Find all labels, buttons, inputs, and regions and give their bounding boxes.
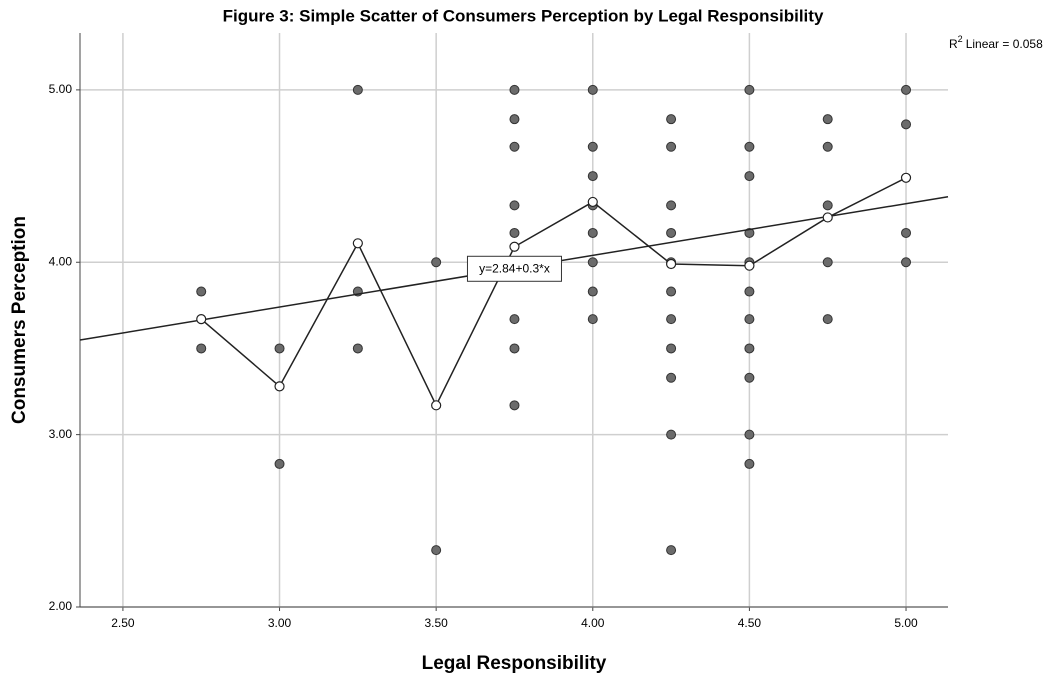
- point: [822, 141, 833, 152]
- point: [352, 343, 363, 354]
- y-axis-title: Consumers Perception: [9, 216, 30, 424]
- point: [666, 343, 677, 354]
- y-tick-label: 3.00: [49, 427, 73, 441]
- point: [744, 372, 755, 383]
- mean-point: [900, 172, 912, 183]
- point: [509, 141, 520, 152]
- fit-label-box: [466, 255, 562, 282]
- point: [666, 114, 677, 125]
- point: [666, 314, 677, 325]
- point: [744, 286, 755, 297]
- mean-point: [196, 314, 207, 325]
- x-tick-label: 4.00: [581, 616, 605, 630]
- point: [509, 84, 520, 95]
- mean-point: [431, 400, 442, 411]
- point: [822, 257, 833, 268]
- point: [587, 314, 598, 325]
- point: [901, 84, 912, 95]
- point: [666, 141, 677, 152]
- x-tick-label: 5.00: [894, 616, 918, 630]
- x-tick-label: 3.50: [424, 616, 448, 630]
- fit-label: y=2.84+0.3*x: [479, 261, 550, 275]
- r-text: Linear = 0.058: [966, 37, 1043, 51]
- point: [744, 429, 755, 440]
- point: [274, 343, 285, 354]
- point: [666, 545, 677, 556]
- mean-point: [587, 196, 598, 208]
- point: [822, 314, 833, 325]
- point: [666, 429, 677, 440]
- r-sup: 2: [958, 34, 963, 44]
- point: [744, 171, 755, 182]
- point: [744, 84, 755, 95]
- point: [822, 200, 833, 211]
- point: [587, 84, 598, 95]
- point: [509, 200, 520, 211]
- point: [196, 343, 207, 354]
- point: [901, 257, 912, 268]
- point: [666, 200, 677, 211]
- point: [744, 314, 755, 325]
- r-squared: R2 Linear = 0.058: [949, 34, 1043, 51]
- point: [901, 227, 912, 238]
- point: [274, 458, 285, 469]
- point: [744, 141, 755, 152]
- point: [666, 372, 677, 383]
- mean-point: [352, 238, 363, 249]
- point: [196, 286, 207, 297]
- point: [509, 227, 520, 238]
- mean-point: [665, 258, 677, 270]
- mean-line: [200, 177, 907, 408]
- point: [587, 171, 598, 182]
- r-symbol: R: [949, 37, 958, 51]
- point: [587, 257, 598, 268]
- y-tick-label: 4.00: [49, 254, 73, 268]
- point: [744, 343, 755, 354]
- x-axis-title: Legal Responsibility: [422, 653, 607, 674]
- point: [509, 343, 520, 354]
- x-tick-label: 2.50: [111, 616, 135, 630]
- point: [822, 114, 833, 125]
- point: [666, 227, 677, 238]
- point: [509, 314, 520, 325]
- y-tick-label: 5.00: [49, 82, 73, 96]
- point: [509, 114, 520, 125]
- point: [901, 119, 912, 130]
- point: [352, 84, 363, 95]
- point: [431, 545, 442, 556]
- mean-point: [509, 241, 520, 252]
- x-tick-label: 4.50: [738, 616, 762, 630]
- point: [744, 227, 755, 238]
- point: [587, 141, 598, 152]
- mean-point: [274, 381, 285, 392]
- point: [587, 286, 598, 297]
- point: [587, 227, 598, 238]
- mean-point: [744, 260, 755, 271]
- chart-title: Figure 3: Simple Scatter of Consumers Pe…: [223, 6, 824, 25]
- x-tick-label: 3.00: [268, 616, 292, 630]
- mean-point: [822, 212, 833, 223]
- point: [431, 257, 442, 268]
- point: [509, 400, 520, 411]
- point: [666, 286, 677, 297]
- y-tick-label: 2.00: [49, 599, 73, 613]
- point: [744, 458, 755, 469]
